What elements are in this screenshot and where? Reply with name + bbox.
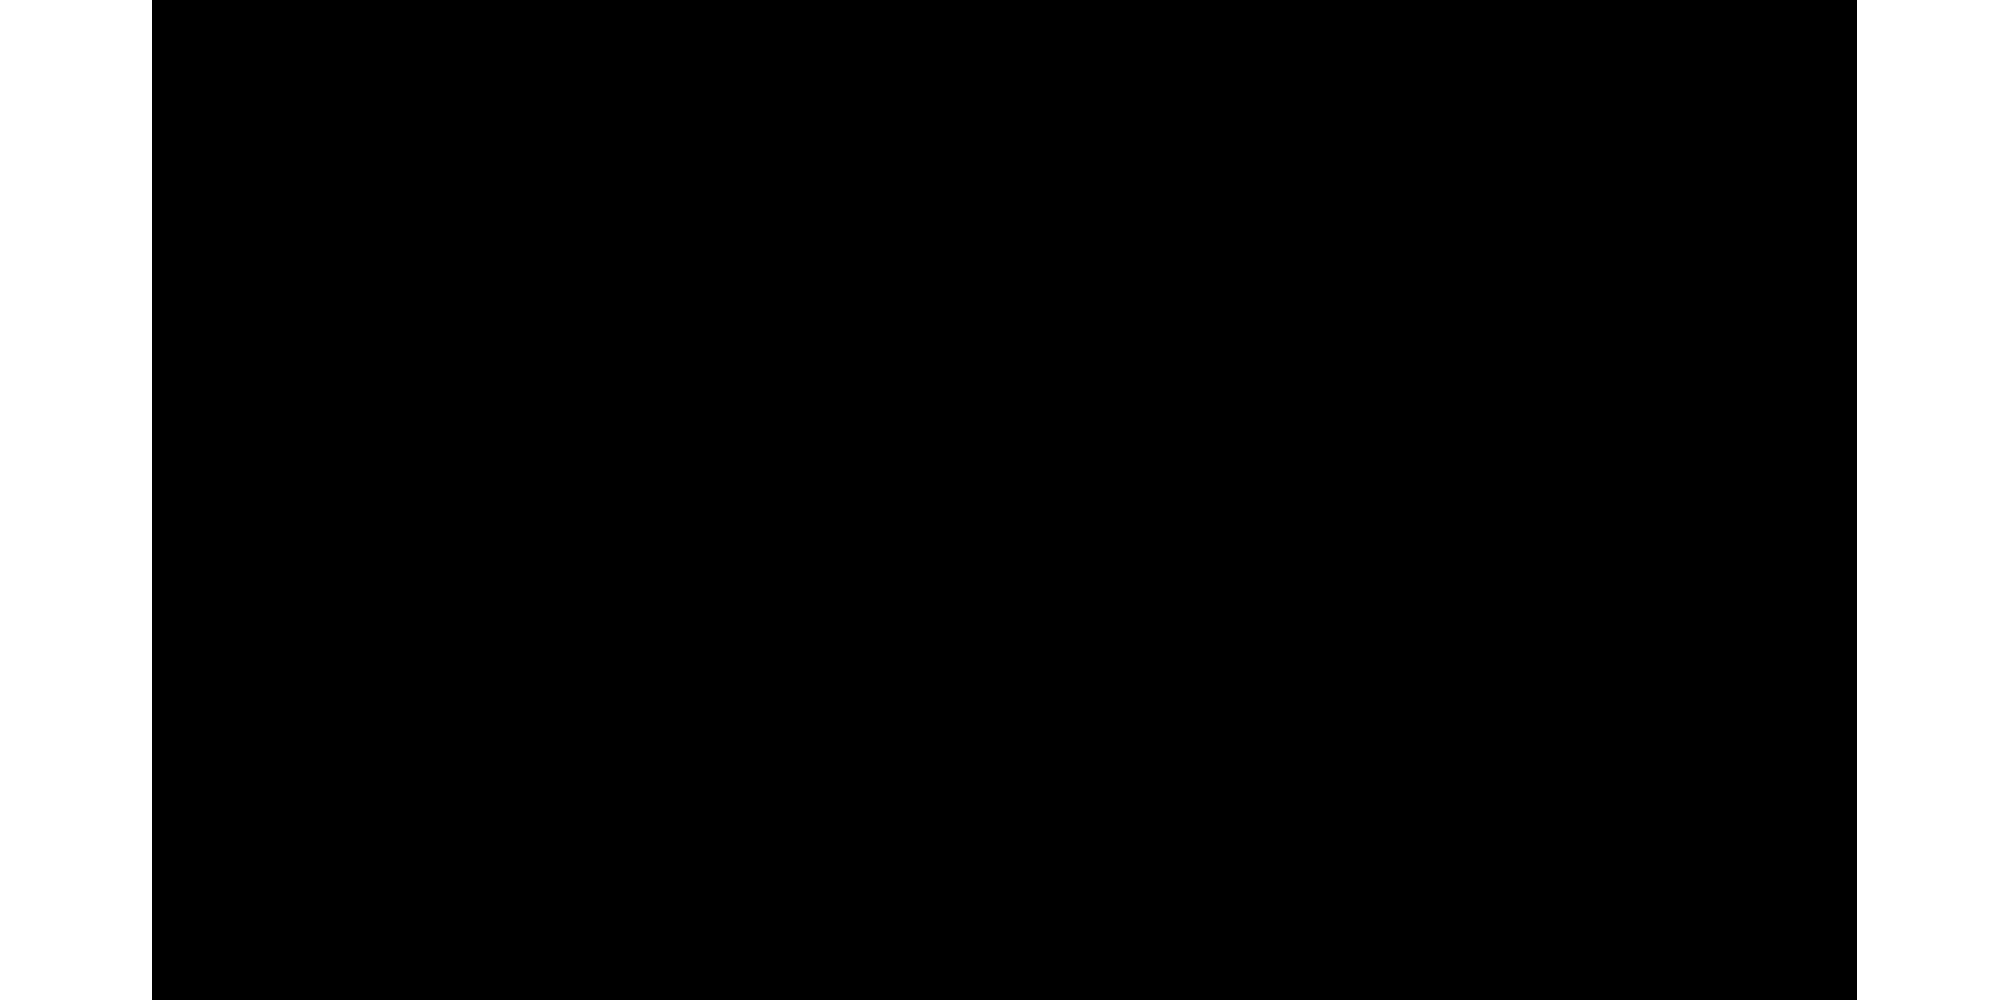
word-cloud (152, 0, 1857, 1000)
